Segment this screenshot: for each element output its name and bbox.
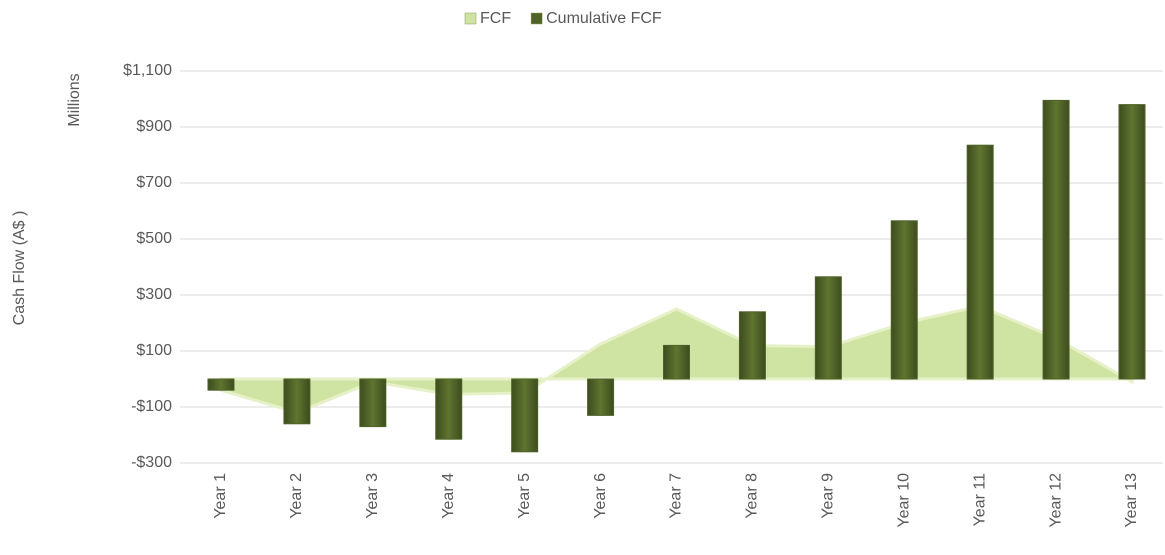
legend-swatch (464, 12, 477, 25)
y-tick-label: $900 (136, 118, 172, 135)
bar (511, 378, 539, 453)
bar (738, 311, 766, 380)
y-tick-label: $100 (136, 342, 172, 359)
bar (435, 378, 463, 440)
x-tick-label: Year 3 (364, 473, 381, 519)
x-tick-label: Year 4 (440, 473, 457, 519)
bar (359, 378, 387, 428)
bar (207, 378, 235, 391)
legend-label: FCF (480, 10, 511, 27)
y-tick-label: -$100 (131, 398, 172, 415)
legend-swatch (530, 12, 543, 25)
y-tick-label: -$300 (131, 454, 172, 471)
x-tick-label: Year 13 (1123, 473, 1140, 528)
x-tick-label: Year 2 (288, 473, 305, 519)
bar (890, 220, 918, 380)
y-tick-label: $500 (136, 230, 172, 247)
x-tick-label: Year 9 (820, 473, 837, 519)
y-axis-label: Cash Flow (A$ ) (11, 211, 28, 326)
x-tick-label: Year 7 (668, 473, 685, 519)
y-tick-label: $300 (136, 286, 172, 303)
bar (1042, 99, 1070, 380)
x-tick-label: Year 12 (1047, 473, 1064, 528)
bar (966, 144, 994, 380)
legend-label: Cumulative FCF (546, 10, 662, 27)
y-axis-unit: Millions (66, 73, 83, 126)
bar (1118, 104, 1146, 380)
bar (283, 378, 311, 425)
x-tick-label: Year 5 (516, 473, 533, 519)
x-tick-label: Year 11 (971, 473, 988, 526)
x-tick-label: Year 1 (212, 473, 229, 519)
x-tick-label: Year 6 (592, 473, 609, 519)
bar (814, 276, 842, 380)
y-tick-label: $700 (136, 174, 172, 191)
x-tick-label: Year 8 (744, 473, 761, 519)
bar (663, 344, 690, 380)
bar (587, 378, 615, 416)
y-tick-label: $1,100 (123, 62, 172, 79)
x-tick-label: Year 10 (895, 473, 912, 528)
